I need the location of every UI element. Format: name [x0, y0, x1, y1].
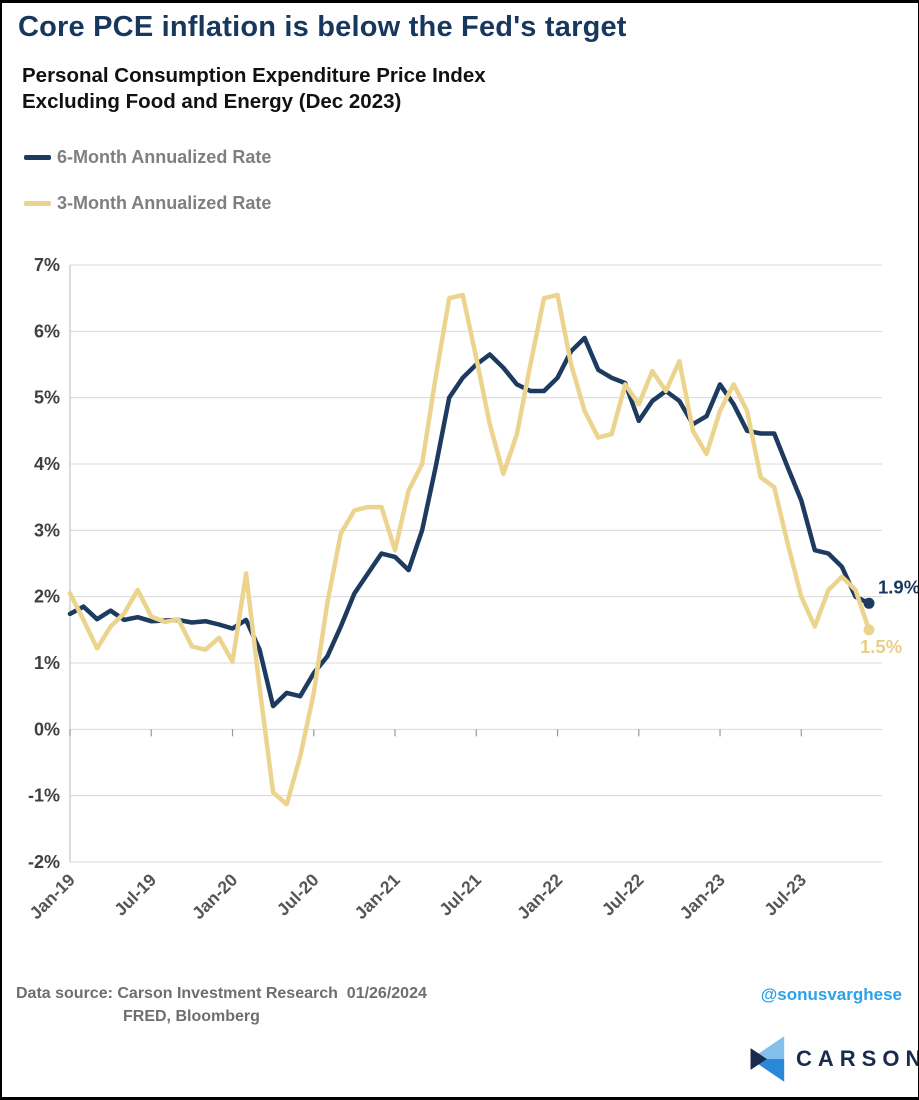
- series-end-dot-3month: [863, 624, 875, 636]
- chart-subtitle-line2: Excluding Food and Energy (Dec 2023): [22, 90, 402, 114]
- y-axis-label-2: 2%: [34, 587, 60, 607]
- legend-item-6month: 6-Month Annualized Rate: [24, 146, 271, 168]
- chart-subtitle: Personal Consumption Expenditure Price I…: [22, 63, 722, 115]
- pce-line-chart: -2% -1% 0% 1% 2% 3% 4% 5% 6% 7% Jan-19 Jul-19 Jan-20…: [25, 255, 919, 924]
- series-end-dot-6month: [863, 597, 875, 609]
- carson-wordmark: CARSON: [796, 1046, 919, 1071]
- x-axis-label-Jan-21: Jan-21: [350, 870, 404, 924]
- x-axis-label-Jan-22: Jan-22: [513, 870, 567, 924]
- legend-swatch-3month-line: [24, 200, 51, 206]
- y-axis-label-1: 1%: [34, 653, 60, 673]
- twitter-handle: @sonusvarghese: [760, 985, 902, 1004]
- y-axis-label-6: 6%: [34, 321, 60, 341]
- x-axis-label-Jul-21: Jul-21: [435, 869, 485, 919]
- y-axis-label-4: 4%: [34, 454, 60, 474]
- page-title: Core PCE inflation is below the Fed's ta…: [18, 11, 627, 43]
- x-axis-label-Jul-22: Jul-22: [598, 869, 648, 919]
- y-axis-label--1: -1%: [28, 786, 60, 806]
- y-axis-label-5: 5%: [34, 388, 60, 408]
- series-line-6month: [67, 335, 872, 709]
- x-axis-label-Jan-23: Jan-23: [676, 870, 730, 924]
- legend-item-3month: 3-Month Annualized Rate: [24, 192, 271, 214]
- data-source-text: Data source: Carson Investment Research …: [16, 985, 427, 1002]
- chart-subtitle-line1: Personal Consumption Expenditure Price I…: [22, 64, 486, 87]
- data-source-text-line2: FRED, Bloomberg: [123, 1008, 260, 1025]
- x-axis-label-Jan-20: Jan-20: [188, 870, 242, 924]
- series-line-3month: [67, 292, 872, 807]
- y-axis-label-3: 3%: [34, 520, 60, 540]
- legend-label-6month: 6-Month Annualized Rate: [57, 146, 272, 167]
- x-axis-label-Jul-19: Jul-19: [110, 869, 160, 919]
- x-axis-label-Jan-19: Jan-19: [25, 870, 79, 924]
- x-axis-label-Jul-20: Jul-20: [273, 869, 323, 919]
- series-end-label-6month: 1.9%: [878, 576, 919, 597]
- y-axis-label-7: 7%: [34, 255, 60, 275]
- y-axis-label--2: -2%: [28, 852, 60, 872]
- y-axis-label-0: 0%: [34, 719, 60, 739]
- carson-logo-icon: [750, 1036, 785, 1082]
- carson-logo: CARSON: [746, 1035, 919, 1083]
- x-axis-label-Jul-23: Jul-23: [760, 869, 810, 919]
- legend-swatch-6month-line: [24, 154, 51, 160]
- series-end-label-3month: 1.5%: [860, 636, 902, 657]
- chart-legend: 6-Month Annualized Rate 3-Month Annualiz…: [24, 146, 271, 238]
- legend-label-3month: 3-Month Annualized Rate: [57, 192, 272, 213]
